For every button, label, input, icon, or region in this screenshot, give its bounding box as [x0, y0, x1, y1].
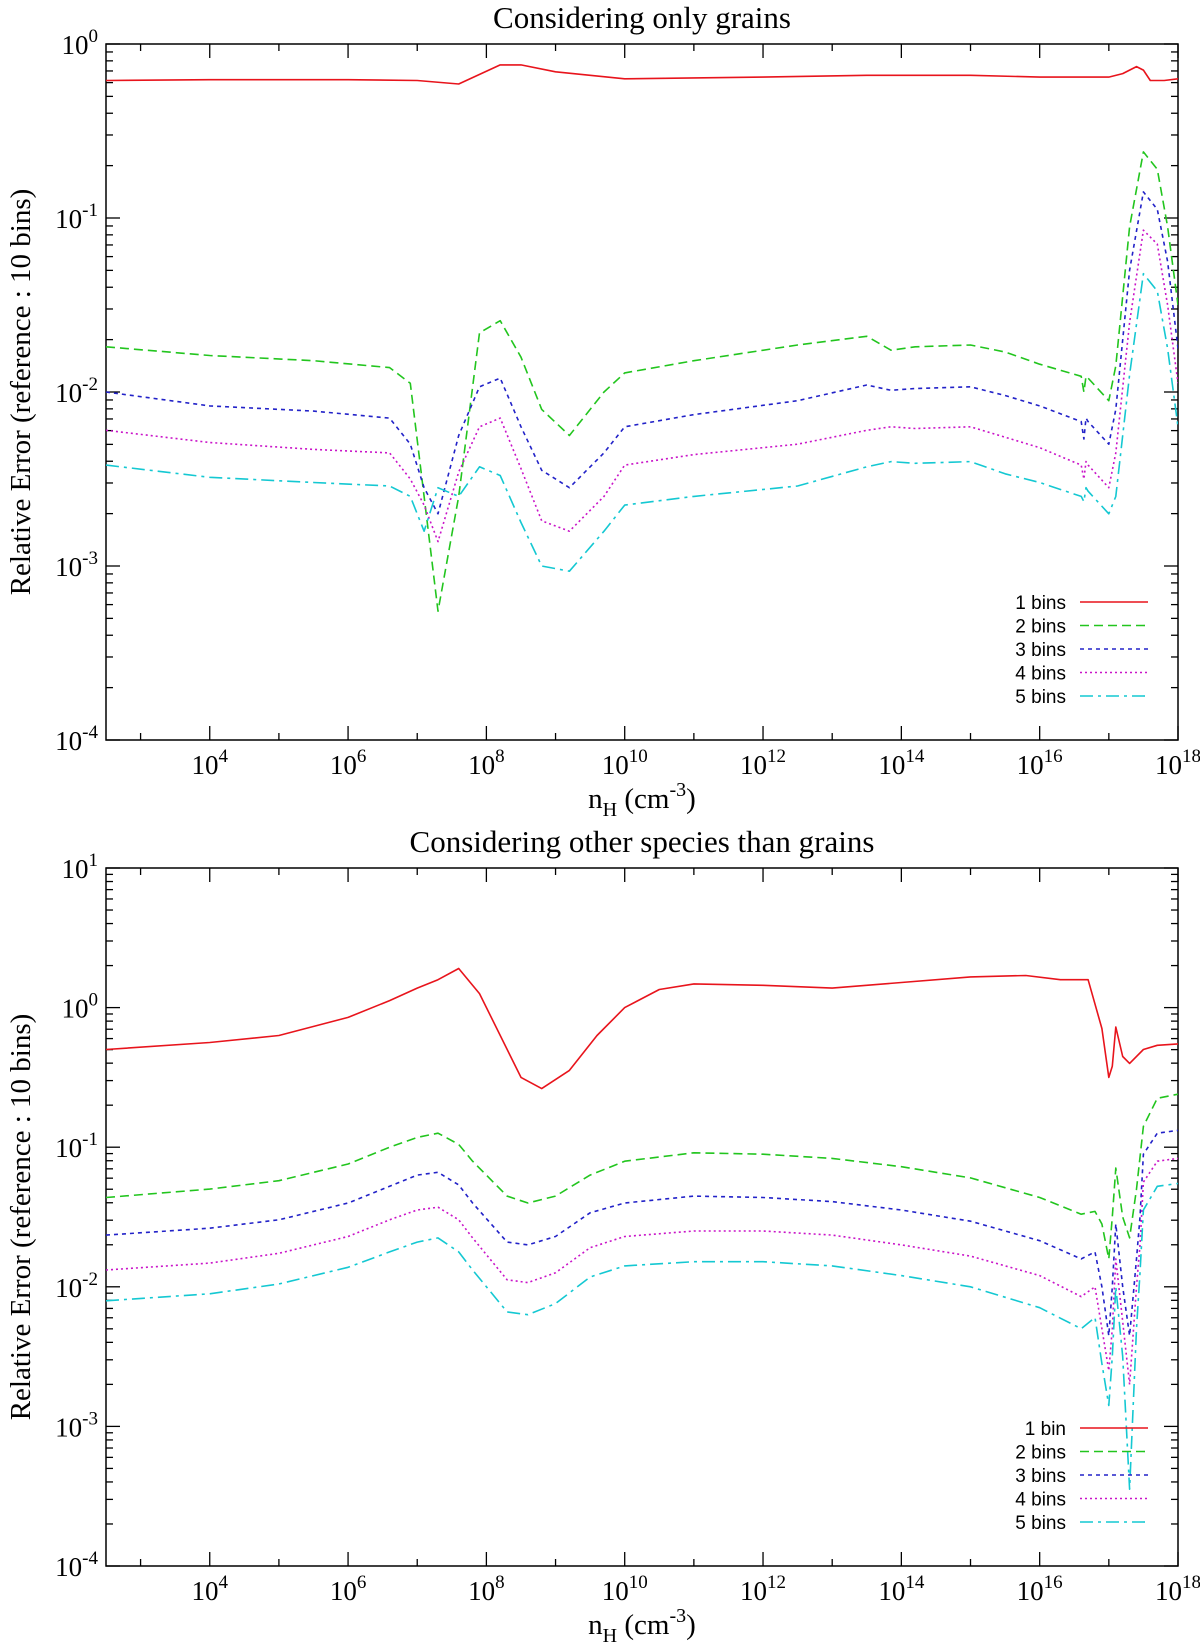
y-tick-label: 100	[62, 26, 99, 60]
top-chart-panel: Considering only grains 10-4 10-3 10-2 10-1 1…	[5, 0, 1200, 821]
x-tick-label: 108	[468, 1572, 505, 1606]
x-axis-label: nH (cm-3)	[588, 1605, 696, 1647]
y-tick-label: 10-1	[55, 1129, 98, 1163]
series-line-2-bins	[106, 1093, 1178, 1260]
y-tick-label: 10-2	[55, 374, 98, 408]
y-axis-label: Relative Error (reference : 10 bins)	[5, 189, 37, 596]
series-line-1-bin	[106, 967, 1178, 1090]
legend-label: 5 bins	[1015, 687, 1066, 708]
series-line-1-bins	[106, 64, 1178, 85]
x-tick-label: 1010	[602, 746, 648, 780]
series-line-3-bins	[106, 191, 1178, 515]
series-line-5-bins	[106, 1182, 1178, 1490]
y-tick-label: 10-4	[55, 1548, 98, 1582]
y-tick-label: 10-3	[55, 1408, 98, 1442]
series-group	[106, 64, 1178, 613]
y-axis-label: Relative Error (reference : 10 bins)	[5, 1014, 37, 1421]
x-axis-label: nH (cm-3)	[588, 779, 696, 821]
series-line-4-bins	[106, 229, 1178, 543]
chart-title: Considering only grains	[493, 0, 791, 35]
legend-label: 4 bins	[1015, 1490, 1066, 1511]
x-tick-label: 106	[330, 1572, 367, 1606]
x-tick-label: 1018	[1155, 1572, 1200, 1606]
legend-label: 5 bins	[1015, 1513, 1066, 1534]
y-tick-label: 100	[62, 990, 99, 1024]
series-group	[106, 967, 1178, 1490]
x-tick-label: 106	[330, 746, 367, 780]
series-line-4-bins	[106, 1157, 1178, 1386]
x-tick-label: 1014	[878, 746, 925, 780]
x-tick-label: 1018	[1155, 746, 1200, 780]
legend-label: 1 bin	[1025, 1419, 1066, 1440]
bottom-chart-panel: Considering other species than grains 10-…	[5, 824, 1200, 1647]
x-tick-label: 104	[191, 746, 228, 780]
x-tick-label: 1010	[602, 1572, 648, 1606]
legend-label: 2 bins	[1015, 617, 1066, 638]
x-tick-label: 1016	[1017, 1572, 1063, 1606]
plot-frame	[105, 867, 1179, 1567]
legend-label: 3 bins	[1015, 1466, 1066, 1487]
x-tick-label: 1014	[878, 1572, 925, 1606]
y-tick-label: 10-3	[55, 548, 98, 582]
y-tick-label: 10-4	[55, 722, 98, 756]
y-tick-label: 10-1	[55, 200, 98, 234]
chart-title: Considering other species than grains	[410, 824, 875, 859]
x-tick-label: 104	[191, 1572, 228, 1606]
series-line-2-bins	[106, 151, 1178, 613]
legend-label: 1 bins	[1015, 593, 1066, 614]
x-tick-label: 1012	[740, 746, 786, 780]
x-tick-label: 1012	[740, 1572, 786, 1606]
legend-label: 4 bins	[1015, 664, 1066, 685]
legend-label: 3 bins	[1015, 640, 1066, 661]
x-tick-label: 108	[468, 746, 505, 780]
y-tick-label: 10-2	[55, 1269, 98, 1303]
y-tick-label: 101	[62, 850, 99, 884]
x-tick-label: 1016	[1017, 746, 1063, 780]
series-line-5-bins	[106, 272, 1178, 573]
series-line-3-bins	[106, 1129, 1178, 1337]
legend-label: 2 bins	[1015, 1443, 1066, 1464]
